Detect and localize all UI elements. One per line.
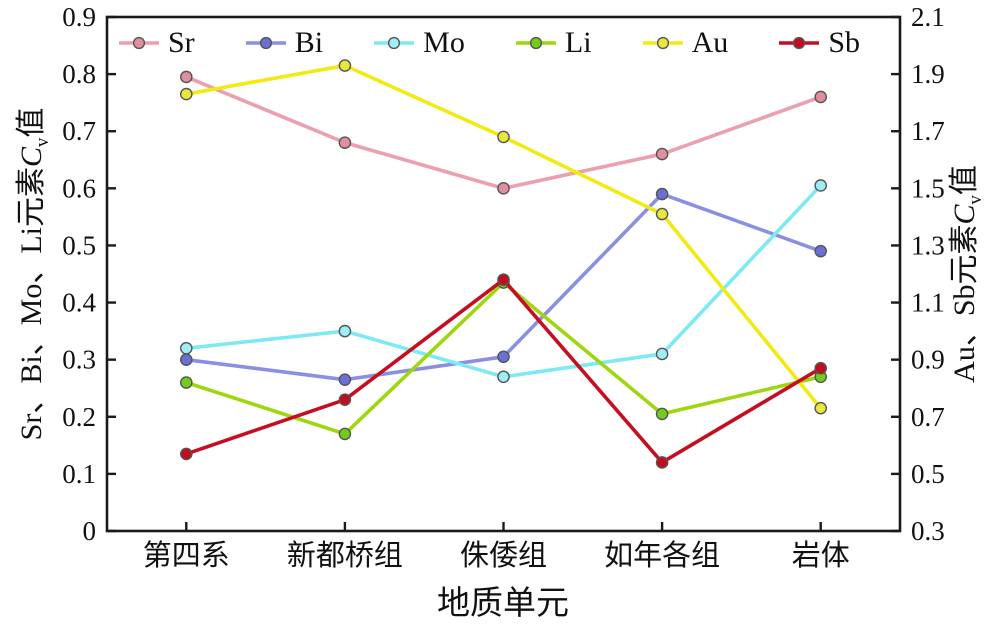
data-point-Mo-3 [655,347,669,361]
legend-marker-Au [642,36,683,50]
left-axis-tick-label: 0.4 [62,288,96,318]
legend-label-Bi: Bi [294,26,324,59]
left-axis-tick-label: 0.7 [62,116,96,146]
left-axis-title-text: Sr、Bi、Mo、Li元素 [15,166,48,441]
x-axis-category-label: 如年各组 [604,539,720,572]
left-axis-tick-label: 0.8 [62,59,96,89]
legend-point-sample [132,36,146,50]
right-axis-tick-label: 1.9 [911,59,945,89]
data-point-Li-1 [338,427,352,441]
right-axis-title-text: Au、Sb元素 [948,224,981,383]
left-axis-tick-label: 0 [83,516,97,546]
data-point-Mo-2 [497,370,510,384]
legend-label-Sr: Sr [168,26,195,59]
right-axis-tick-label: 1.1 [911,288,945,318]
data-point-Bi-2 [497,350,510,364]
left-axis-tick-label: 0.5 [62,230,96,260]
data-point-Au-3 [655,207,669,221]
legend-label-Sb: Sb [828,26,860,59]
left-axis-tick-label: 0.6 [62,173,96,203]
data-point-Bi-1 [338,373,352,386]
right-axis-tick-label: 1.7 [911,116,945,146]
left-axis-title-cvar: C [15,146,48,167]
right-axis-tick-label: 2.1 [911,2,945,32]
left-axis-title: Sr、Bi、Mo、Li元素Cv值 [6,108,54,441]
legend-marker-Sb [779,36,820,50]
left-axis-tick-label: 0.9 [62,2,96,32]
data-point-Au-0 [179,87,193,101]
data-point-Sb-3 [655,456,669,469]
data-point-Mo-4 [814,179,828,192]
data-point-Sr-2 [497,182,510,195]
legend-label-Li: Li [564,26,592,59]
legend-marker-Mo [374,36,415,50]
right-axis-tick-label: 0.7 [911,402,945,432]
data-point-Au-2 [497,130,510,144]
x-axis-category-label: 侏倭组 [460,539,547,572]
legend: Sr Bi Mo Li Au Sb [118,24,860,62]
right-axis-tick-label: 0.9 [911,345,945,375]
left-axis-tick-label: 0.1 [62,459,96,489]
right-axis-tick-label: 0.3 [911,516,945,546]
data-point-Au-4 [814,401,828,415]
data-point-Sr-0 [179,70,193,84]
legend-item-Sr[interactable]: Sr [118,28,195,58]
legend-point-sample [793,36,806,50]
data-point-Sb-1 [338,393,352,406]
right-axis-title: Au、Sb元素Cv值 [939,165,987,383]
left-axis-tick-label: 0.3 [62,345,96,375]
legend-marker-Bi [245,36,286,50]
data-point-Bi-0 [179,353,193,366]
right-axis-tick-label: 1.3 [911,230,945,260]
legend-marker-Li [515,36,556,50]
right-axis-title-sub: v [965,195,986,205]
right-axis-tick-label: 0.5 [911,459,945,489]
legend-item-Au[interactable]: Au [642,26,729,59]
data-point-Bi-4 [814,244,828,258]
legend-marker-Sr [119,36,159,50]
left-axis-title-sub: v [32,137,53,147]
legend-label-Mo: Mo [423,26,465,59]
plot-frame [105,15,902,533]
x-axis-category-label: 新都桥组 [287,539,403,572]
legend-item-Mo[interactable]: Mo [373,28,465,58]
data-point-Sb-2 [497,273,510,287]
legend-point-sample [529,36,542,50]
data-point-Sb-4 [814,361,828,375]
right-axis-tick-label: 1.5 [911,173,945,203]
x-axis-category-label: 岩体 [792,539,850,572]
data-point-Sr-1 [338,136,352,149]
data-point-Bi-3 [655,187,669,201]
data-point-Au-1 [338,59,352,72]
right-axis-title-suffix: 值 [948,165,981,196]
x-axis-title: 地质单元 [437,586,569,622]
left-axis-title-suffix: 值 [15,107,48,138]
data-point-Li-3 [655,407,669,421]
legend-label-Au: Au [691,26,729,59]
data-point-Sr-4 [814,90,828,104]
data-point-Sr-3 [655,147,669,161]
x-axis-category-label: 第四系 [143,539,230,572]
data-point-Mo-1 [338,324,352,338]
legend-point-sample [388,36,401,50]
right-axis-title-cvar: C [948,204,981,225]
legend-item-Sb[interactable]: Sb [778,28,860,58]
legend-item-Bi[interactable]: Bi [245,28,323,58]
left-axis-tick-label: 0.2 [62,402,96,432]
data-point-Sb-0 [179,447,193,461]
data-point-Li-0 [179,376,193,389]
data-point-Mo-0 [179,341,193,355]
legend-point-sample [656,36,669,50]
legend-point-sample [259,36,272,50]
legend-item-Li[interactable]: Li [515,28,592,58]
